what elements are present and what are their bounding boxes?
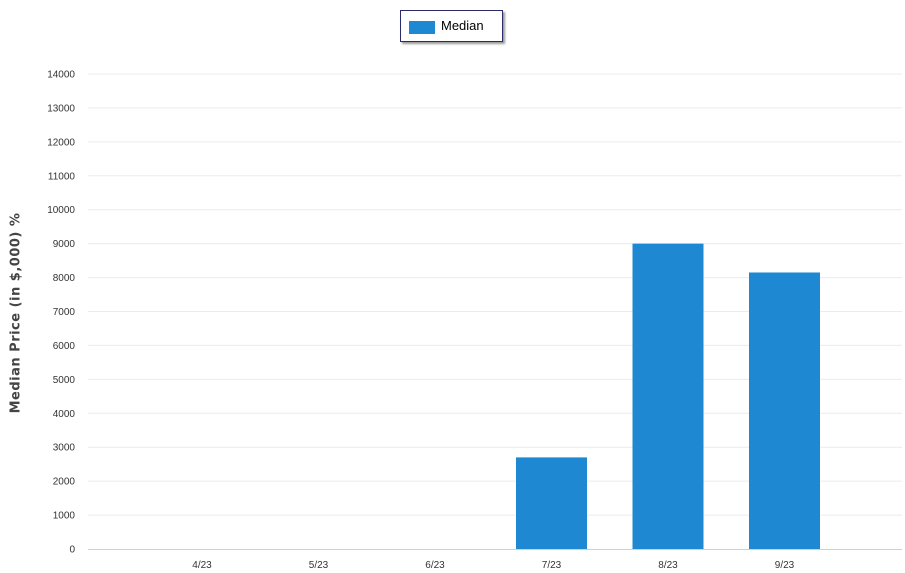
y-tick-label: 13000 [47, 103, 75, 114]
y-tick-label: 5000 [53, 375, 76, 386]
y-tick-label: 9000 [53, 239, 76, 250]
y-tick-label: 6000 [53, 341, 76, 352]
y-tick-label: 8000 [53, 273, 76, 284]
x-tick-label: 7/23 [542, 560, 562, 571]
y-tick-label: 3000 [53, 443, 76, 454]
y-tick-label: 12000 [47, 137, 75, 148]
y-tick-label: 0 [69, 545, 75, 556]
y-tick-label: 10000 [47, 205, 75, 216]
x-tick-label: 8/23 [658, 560, 678, 571]
y-tick-label: 7000 [53, 307, 76, 318]
legend-label-median: Median [441, 18, 484, 33]
bar [749, 272, 820, 549]
y-tick-label: 4000 [53, 409, 76, 420]
x-tick-label: 6/23 [425, 560, 445, 571]
bar [516, 457, 587, 549]
x-tick-label: 9/23 [775, 560, 795, 571]
y-tick-label: 2000 [53, 477, 76, 488]
x-tick-label: 4/23 [192, 560, 212, 571]
y-tick-label: 11000 [48, 171, 76, 182]
legend: Median [400, 10, 503, 42]
y-tick-label: 14000 [47, 70, 75, 81]
y-tick-label: 1000 [53, 511, 76, 522]
x-tick-label: 5/23 [309, 560, 329, 571]
bar [632, 243, 704, 549]
legend-swatch-median [409, 21, 435, 34]
